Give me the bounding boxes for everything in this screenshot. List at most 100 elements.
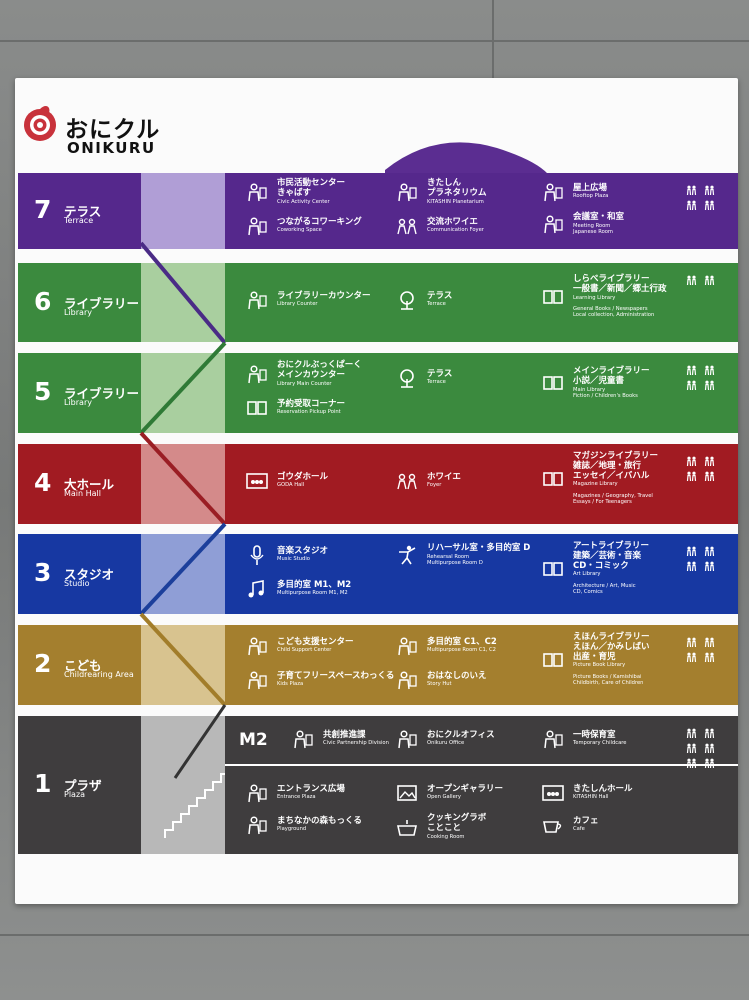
facility-name-ja: 会議室・和室 — [573, 212, 625, 222]
floor-number: 3 — [34, 558, 52, 587]
self-checkout-icon — [686, 275, 697, 286]
facility-name-en: Story Hut — [427, 681, 452, 688]
hall-icon — [246, 473, 268, 489]
facility-name-ja: 予約受取コーナー — [277, 398, 346, 409]
facility-name-en: Cooking Room — [427, 833, 465, 840]
facility-name-en: Child Support Center — [277, 647, 332, 654]
wall-seam — [492, 0, 494, 80]
foyer-icon — [397, 218, 417, 235]
floor-facility-panel: ライブラリーカウンター Library Counter テラス Terrace しらべラ… — [225, 263, 738, 342]
facility-item: つながるコワーキング Coworking Space — [245, 215, 362, 237]
amenity-nursing-room-icon — [703, 467, 716, 482]
self-checkout-icon — [686, 652, 697, 663]
amenity-accessible-restroom-icon — [703, 739, 716, 754]
amenity-self-checkout-icon — [685, 361, 698, 376]
facility-name-en: KITASHIN Planetarium — [427, 198, 484, 205]
microphone-icon — [250, 545, 264, 565]
facility-item: 多目的室 C1、C2 Multipurpose Room C1, C2 — [395, 635, 497, 657]
facility-name-en: Onikuru Office — [427, 740, 465, 747]
floor-band-2: 2 こども Childrearing Area こども支援センター Child Supp… — [15, 625, 738, 705]
terrace-tree-icon — [400, 369, 414, 388]
floor-facility-panel: ゴウダホール GODA Hall ホワイエ Foyer マガジンライブラリー 雑誌／地理・… — [225, 444, 738, 524]
self-checkout-icon — [686, 546, 697, 557]
facility-item: テラス Terrace — [395, 367, 452, 389]
facility-name-ja: きたしんホール — [573, 783, 633, 794]
nursing-room-icon — [704, 637, 715, 648]
book-icon — [543, 376, 563, 391]
wheelchair-icon — [704, 275, 715, 286]
facility-name-en: Picture Book Library Picture Books / Kami… — [573, 662, 644, 687]
floor-name-ja: テラス — [64, 204, 102, 219]
restroom-icon — [704, 456, 715, 467]
facility-name-ja: エントランス広場 — [277, 783, 345, 794]
facility-item: 多目的室 M1、M2 Multipurpose Room M1, M2 — [245, 578, 351, 600]
civic-activity-icon — [248, 183, 267, 202]
facility-name-ja: メインライブラリー 小説／児童書 — [573, 366, 650, 386]
nursing-room-icon — [686, 743, 697, 754]
amenity-nursing-room-icon — [703, 196, 716, 211]
facility-name-ja: リハーサル室・多目的室 D — [427, 543, 531, 553]
gallery-icon — [397, 785, 417, 801]
facility-name-en: Art Library Architecture / Art, Music CD, … — [573, 571, 636, 596]
floor-label: 7 テラス Terrace — [18, 173, 141, 249]
amenity-self-checkout-icon — [685, 542, 698, 557]
amenity-information-icon — [703, 754, 716, 769]
library-counter-icon — [248, 291, 267, 310]
floor-name-ja: スタジオ — [64, 567, 115, 582]
multipurpose-restroom-icon — [686, 200, 697, 211]
terrace-tree-icon — [400, 291, 414, 310]
facility-item: 共創推進課 Civic Partnership Division — [291, 728, 389, 750]
facility-name-en: Meeting Room Japanese Room — [573, 222, 613, 235]
amenity-self-checkout-icon — [685, 724, 698, 739]
playground-icon — [248, 816, 267, 835]
facility-item: 子育てフリースペースわっくる Kids Plaza — [245, 669, 394, 691]
facility-name-ja: オープンギャラリー — [427, 783, 503, 794]
facility-name-ja: 交流ホワイエ — [427, 216, 478, 227]
amenity-wheelchair-icon — [703, 648, 716, 663]
facility-item: おはなしのいえ Story Hut — [395, 669, 487, 691]
amenity-nursing-room-icon — [685, 739, 698, 754]
amenity-nursing-room-icon — [703, 633, 716, 648]
facility-item: テラス Terrace — [395, 289, 452, 311]
kids-plaza-icon — [248, 671, 267, 690]
floor-name-en: Terrace — [64, 216, 94, 225]
facility-name-ja: カフェ — [573, 815, 599, 826]
foyer-icon — [397, 473, 417, 490]
amenity-restroom-icon — [703, 452, 716, 467]
floor-band-3: 3 スタジオ Studio 音楽スタジオ Music Studio 多目的室 M1、M2 M… — [15, 534, 738, 614]
self-checkout-icon — [686, 365, 697, 376]
facility-name-en: Main Library Fiction / Children's Books — [573, 386, 638, 399]
facility-name-ja: アートライブラリー 建築／芸術・音楽 CD・コミック — [573, 541, 649, 571]
facility-item: ライブラリーカウンター Library Counter — [245, 289, 371, 311]
amenity-accessible-restroom-icon — [703, 181, 716, 196]
information-icon — [704, 758, 715, 769]
facility-name-ja: テラス — [427, 368, 453, 379]
office-icon — [398, 730, 417, 749]
facility-name-en: Terrace — [427, 301, 446, 308]
floor-facility-panel: 市民活動センター きゃばす Civic Activity Center つながるコワー… — [225, 173, 738, 249]
nursing-room-icon — [686, 561, 697, 572]
nursing-room-icon — [704, 471, 715, 482]
floor-facility-panel: おにクルぶっくぱーく メインカウンター Library Main Counter 予約… — [225, 353, 738, 433]
facility-name-ja: ホワイエ — [427, 471, 461, 482]
facility-name-en: Open Gallery — [427, 794, 461, 801]
amenity-accessible-restroom-icon — [685, 467, 698, 482]
floor-number: 4 — [34, 468, 52, 497]
accessible-restroom-icon — [704, 185, 715, 196]
amenity-accessible-restroom-icon — [685, 376, 698, 391]
facility-name-en: Library Counter — [277, 301, 318, 308]
facility-name-ja: 市民活動センター きゃばす — [277, 178, 346, 198]
floor-number: 6 — [34, 286, 52, 316]
facility-name-ja: おにクルオフィス — [427, 729, 495, 740]
floor-band-4: 4 大ホール Main Hall ゴウダホール GODA Hall ホワイエ Foyer マガ… — [15, 444, 738, 524]
facility-name-ja: おはなしのいえ — [427, 670, 487, 681]
amenity-restroom-icon — [703, 361, 716, 376]
facility-name-ja: 一時保育室 — [573, 729, 616, 740]
facility-name-en: Cafe — [573, 826, 585, 833]
facility-item: 予約受取コーナー Reservation Pickup Point — [245, 397, 345, 419]
floor-name-en: Plaza — [64, 790, 86, 799]
facility-name-en: Playground — [277, 826, 307, 833]
coworking-icon — [248, 217, 267, 236]
floor-number: 7 — [34, 195, 52, 224]
facility-name-ja: えほんライブラリー えほん／かみしばい 出産・育児 — [573, 632, 650, 662]
